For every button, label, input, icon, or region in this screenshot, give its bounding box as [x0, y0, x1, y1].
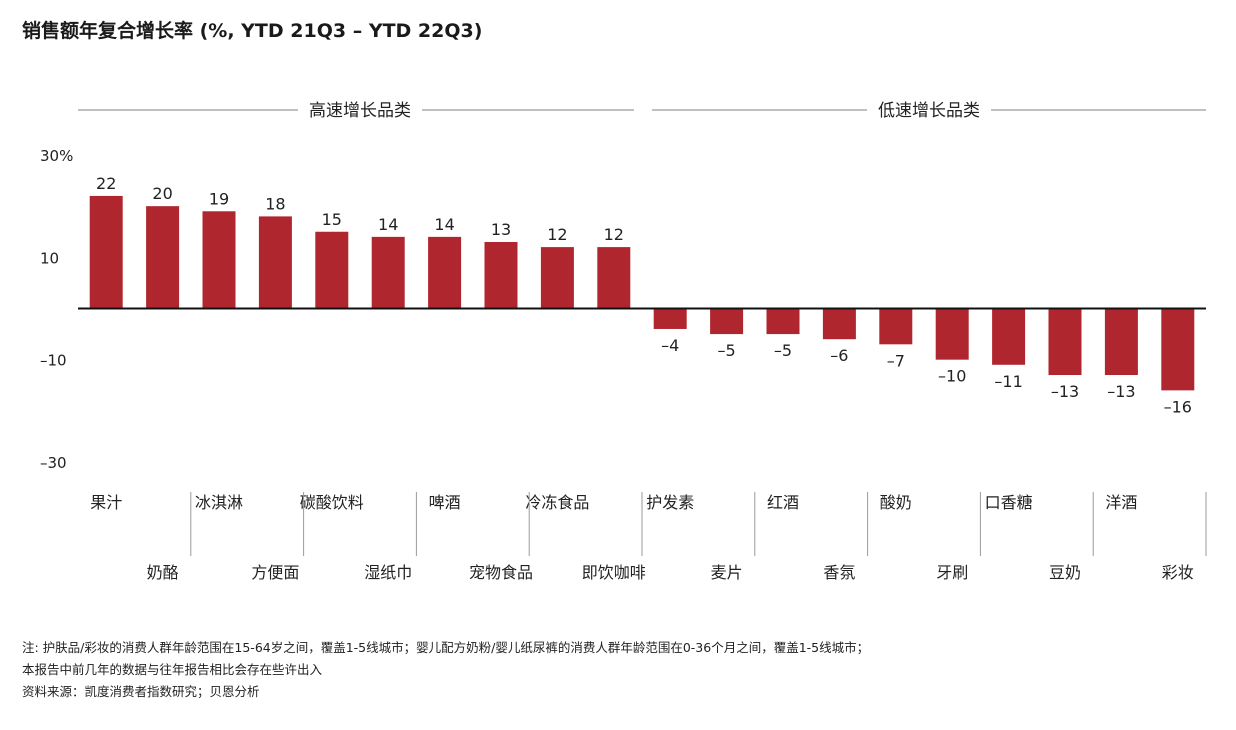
chart-title: 销售额年复合增长率 (%, YTD 21Q3 – YTD 22Q3) [22, 20, 483, 42]
category-label: 啤酒 [429, 493, 461, 512]
bar [540, 247, 574, 309]
bar [484, 241, 518, 309]
category-label: 豆奶 [1049, 563, 1081, 582]
bar [202, 211, 236, 309]
value-label: 14 [434, 215, 454, 234]
y-tick-label: –10 [40, 352, 67, 370]
category-label: 方便面 [251, 563, 299, 582]
category-label: 麦片 [711, 563, 743, 582]
bar [89, 195, 123, 309]
value-label: –4 [661, 336, 679, 355]
value-label: 19 [209, 189, 229, 208]
category-label: 宠物食品 [469, 563, 533, 582]
bar [315, 231, 349, 309]
category-label: 奶酪 [147, 563, 179, 582]
bar [597, 247, 631, 309]
bar [822, 308, 856, 340]
value-label: –6 [830, 346, 848, 365]
category-label: 果汁 [90, 493, 122, 512]
bar [371, 236, 405, 309]
group-header: 低速增长品类 [878, 101, 980, 121]
bar [653, 308, 687, 329]
bar [258, 216, 292, 309]
value-label: 13 [491, 220, 511, 239]
footnote-source: 资料来源：凯度消费者指数研究；贝恩分析 [22, 684, 260, 699]
bar [710, 308, 744, 335]
category-label: 即饮咖啡 [582, 563, 646, 582]
category-label: 湿纸巾 [364, 563, 412, 582]
group-header: 高速增长品类 [309, 101, 411, 121]
footnote-disclaimer: 本报告中前几年的数据与往年报告相比会存在些许出入 [22, 662, 323, 677]
bar [879, 308, 913, 345]
category-label: 护发素 [646, 493, 694, 512]
value-label: –13 [1051, 382, 1079, 401]
value-label: 18 [265, 194, 285, 213]
category-label: 碳酸饮料 [300, 493, 364, 512]
value-label: –13 [1107, 382, 1135, 401]
bar [935, 308, 969, 360]
category-label: 红酒 [767, 493, 799, 512]
category-label: 香氛 [823, 563, 855, 582]
value-label: 15 [322, 210, 342, 229]
bar [766, 308, 800, 335]
category-label: 冰淇淋 [195, 493, 243, 512]
bar [146, 206, 180, 309]
y-tick-label: 30% [40, 147, 73, 165]
bar [428, 236, 462, 309]
y-tick-label: –30 [40, 454, 67, 472]
y-tick-label: 10 [40, 249, 59, 267]
category-label: 洋酒 [1105, 493, 1137, 512]
value-label: 22 [96, 174, 116, 193]
category-label: 牙刷 [936, 563, 968, 582]
category-label: 冷冻食品 [525, 493, 589, 512]
footnote-note: 注: 护肤品/彩妆的消费人群年龄范围在15-64岁之间，覆盖1-5线城市；婴儿配… [22, 640, 870, 655]
category-label: 酸奶 [880, 493, 912, 512]
value-label: 20 [152, 184, 172, 203]
value-label: –7 [887, 351, 905, 370]
bar [1048, 308, 1082, 376]
value-label: –11 [994, 372, 1022, 391]
category-label: 彩妆 [1162, 563, 1194, 582]
value-label: 14 [378, 215, 398, 234]
value-label: 12 [604, 225, 624, 244]
value-label: –5 [774, 341, 792, 360]
value-label: 12 [547, 225, 567, 244]
value-label: –10 [938, 367, 966, 386]
bar [992, 308, 1026, 365]
bar [1161, 308, 1195, 391]
category-label: 口香糖 [985, 493, 1033, 512]
value-label: –16 [1164, 397, 1192, 416]
bar [1104, 308, 1138, 376]
value-label: –5 [718, 341, 736, 360]
